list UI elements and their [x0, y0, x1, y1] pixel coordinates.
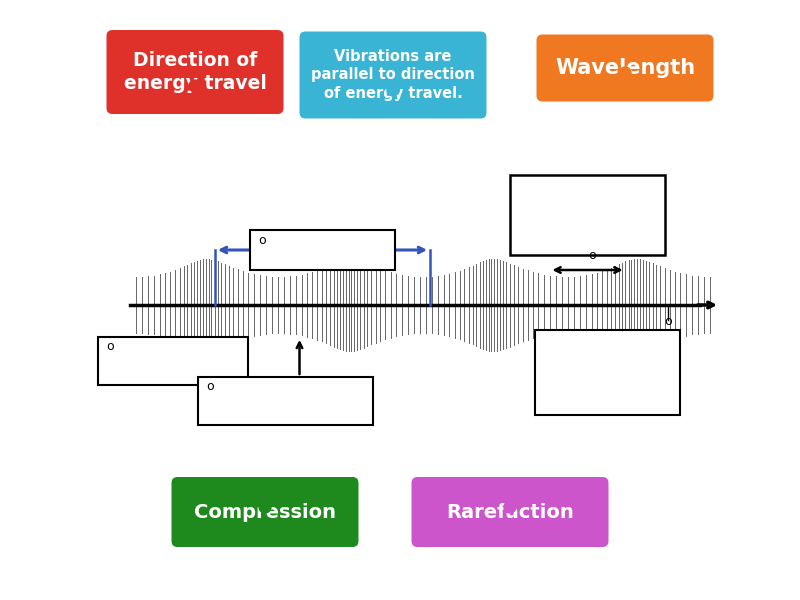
Circle shape — [387, 84, 399, 96]
FancyBboxPatch shape — [537, 34, 714, 101]
Circle shape — [259, 501, 271, 513]
Text: o: o — [664, 315, 672, 328]
Bar — [510, 175, 665, 255]
Text: o: o — [206, 380, 214, 394]
FancyBboxPatch shape — [106, 30, 283, 114]
Circle shape — [504, 501, 516, 513]
Text: o: o — [258, 233, 266, 247]
FancyBboxPatch shape — [299, 31, 486, 118]
Text: o: o — [589, 249, 596, 262]
Bar — [98, 337, 248, 385]
Text: Wavelength: Wavelength — [555, 58, 695, 78]
Circle shape — [189, 80, 201, 92]
FancyBboxPatch shape — [171, 477, 358, 547]
Bar — [198, 377, 373, 425]
Text: o: o — [106, 340, 114, 353]
Circle shape — [619, 67, 631, 79]
Bar — [250, 230, 395, 270]
Text: Direction of
energy travel: Direction of energy travel — [123, 51, 266, 93]
Text: Vibrations are
parallel to direction
of energy travel.: Vibrations are parallel to direction of … — [311, 49, 475, 101]
Text: Compression: Compression — [194, 503, 336, 521]
Text: Rarefaction: Rarefaction — [446, 503, 574, 521]
FancyBboxPatch shape — [411, 477, 609, 547]
Bar — [535, 330, 680, 415]
